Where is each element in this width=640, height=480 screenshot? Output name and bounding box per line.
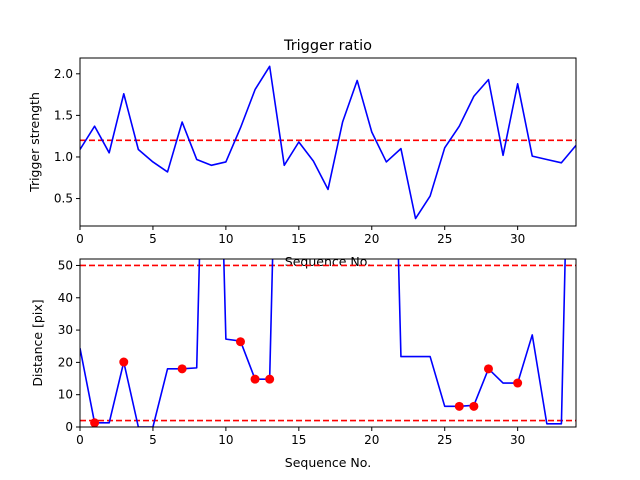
bottom-y-axis-label: Distance [pix] [30, 299, 45, 386]
series-line [80, 65, 576, 220]
top-plot-area: 0 5 10 15 20 25 30 0.5 1.0 1.5 2.0 [54, 57, 577, 246]
bottom-plot-area: 0 5 10 15 20 25 30 0 10 20 30 40 50 [58, 258, 577, 447]
y-tick-label: 40 [58, 291, 73, 305]
data-point-marker [513, 378, 523, 388]
plot-clip-group [80, 259, 576, 427]
top-panel: Trigger ratio 0 5 10 15 20 25 30 0.5 1.0 1.5 2.0 T… [27, 38, 577, 269]
data-point-marker [90, 418, 100, 427]
bottom-x-axis-label: Sequence No. [285, 455, 371, 470]
data-point-marker [177, 364, 187, 374]
top-x-axis-label: Sequence No. [285, 254, 371, 269]
x-tick-label: 20 [364, 433, 379, 447]
data-point-marker [469, 401, 479, 411]
x-tick-label: 25 [437, 433, 452, 447]
plot-clip-group [80, 65, 576, 220]
y-tick-label: 20 [58, 355, 73, 369]
y-tick-label: 2.0 [54, 67, 73, 81]
x-tick-label: 15 [291, 232, 306, 246]
axes-frame [79, 57, 577, 227]
x-tick-label: 25 [437, 232, 452, 246]
x-tick-label: 10 [218, 232, 233, 246]
series-line [80, 259, 566, 427]
y-tick-label: 30 [58, 323, 73, 337]
x-tick-label: 0 [76, 232, 84, 246]
y-tick-label: 50 [58, 258, 73, 272]
x-tick-label: 5 [149, 433, 157, 447]
y-tick-label: 0 [65, 420, 73, 434]
y-tick-label: 1.0 [54, 150, 73, 164]
data-point-marker [250, 374, 260, 384]
top-chart-title: Trigger ratio [283, 38, 372, 54]
axes-frame [79, 258, 577, 428]
x-tick-label: 0 [76, 433, 84, 447]
x-tick-label: 10 [218, 433, 233, 447]
x-tick-label: 5 [149, 232, 157, 246]
top-y-axis-label: Trigger strength [27, 92, 42, 193]
bottom-panel: 0 5 10 15 20 25 30 0 10 20 30 40 50 Distance [pix] S… [30, 258, 577, 470]
y-tick-label: 1.5 [54, 108, 73, 122]
x-tick-label: 30 [510, 232, 525, 246]
data-point-marker [235, 337, 245, 347]
data-point-marker [454, 401, 464, 411]
data-point-marker [265, 374, 275, 384]
x-tick-label: 20 [364, 232, 379, 246]
data-point-marker [483, 364, 493, 374]
data-point-marker [119, 357, 129, 367]
y-tick-label: 0.5 [54, 192, 73, 206]
x-tick-label: 30 [510, 433, 525, 447]
x-tick-label: 15 [291, 433, 306, 447]
y-tick-label: 10 [58, 388, 73, 402]
